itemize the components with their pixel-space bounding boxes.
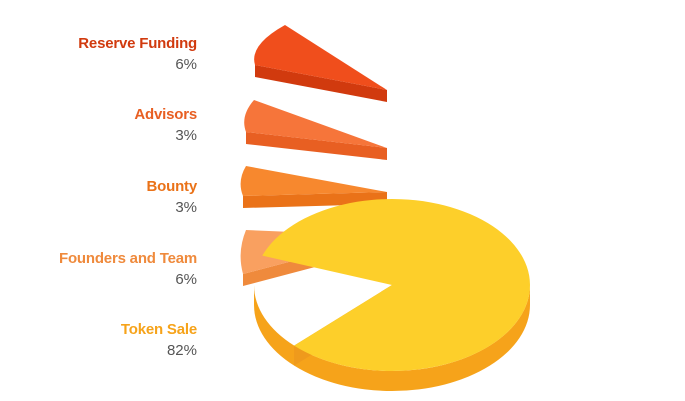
legend-value: 3% xyxy=(175,199,197,216)
legend-label: Founders and Team xyxy=(58,250,197,267)
legend-value: 82% xyxy=(166,342,197,359)
legend-label: Token Sale xyxy=(120,321,197,338)
legend-value: 6% xyxy=(175,56,197,73)
legend-item-reserve-funding: Reserve Funding 6% xyxy=(78,35,197,75)
legend-label: Bounty xyxy=(146,178,198,195)
legend-value: 3% xyxy=(175,127,197,144)
legend-item-token-sale: Token Sale 82% xyxy=(121,321,197,361)
slice-side-advisors xyxy=(246,132,387,160)
slice-token-sale xyxy=(262,199,530,371)
slice-bounty xyxy=(240,166,387,196)
legend-item-bounty: Bounty 3% xyxy=(146,178,198,218)
legend-label: Reserve Funding xyxy=(78,35,197,52)
legend-item-founders-and-team: Founders and Team 6% xyxy=(59,250,197,290)
legend-label: Advisors xyxy=(134,106,197,123)
slice-side-token-sale xyxy=(254,285,530,391)
slice-advisors xyxy=(244,100,387,148)
legend-item-advisors: Advisors 3% xyxy=(134,106,197,146)
slice-side-reserve-funding xyxy=(255,65,387,102)
slice-reserve-funding xyxy=(254,25,387,90)
legend-value: 6% xyxy=(175,271,197,288)
